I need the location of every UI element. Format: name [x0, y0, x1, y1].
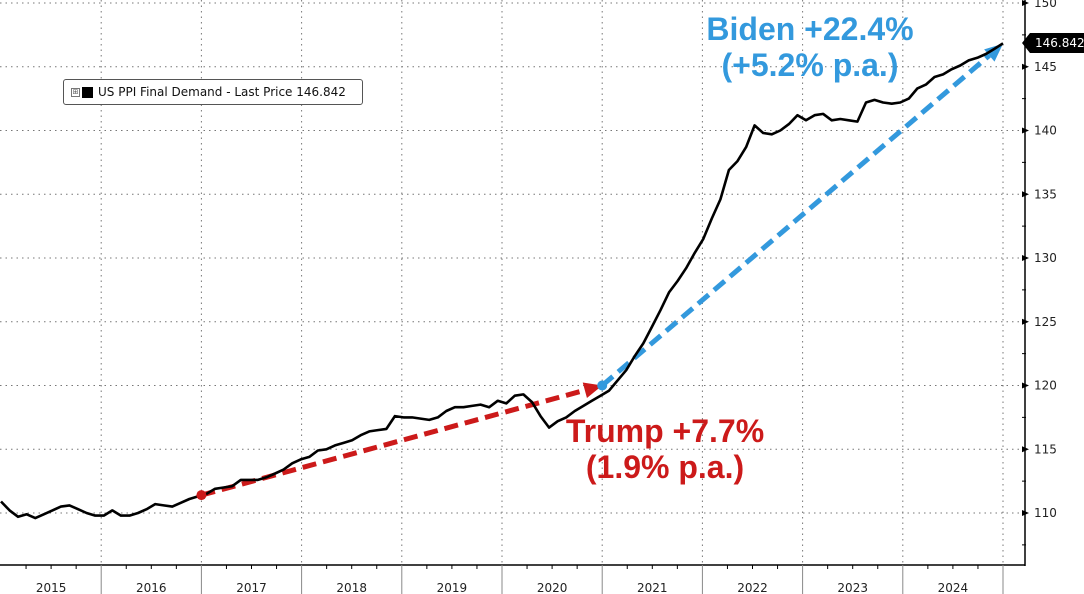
- y-tick-label: 125: [1034, 315, 1057, 329]
- y-tick-mark: [1022, 446, 1029, 453]
- trump-annotation-line2: (1.9% p.a.): [585, 448, 745, 485]
- y-tick-mark: [1022, 255, 1029, 261]
- x-tick-label: 2019: [437, 581, 468, 594]
- biden-annotation-line2: (+5.2% p.a.): [721, 46, 899, 83]
- x-tick-label: 2022: [737, 581, 768, 594]
- axes: [0, 0, 1026, 566]
- x-tick-label: 2021: [637, 581, 668, 594]
- y-tick-mark: [1022, 318, 1029, 325]
- y-tick-label: 150: [1034, 0, 1057, 10]
- legend-swatch: [82, 86, 93, 98]
- x-tick-label: 2017: [236, 581, 267, 594]
- legend-expand-icon[interactable]: ⊞: [71, 87, 80, 97]
- y-tick-mark: [1022, 510, 1029, 516]
- ppi-series-line: [0, 42, 1004, 520]
- y-tick-label: 115: [1034, 442, 1057, 456]
- x-tick-label: 2018: [336, 581, 367, 594]
- annotation-markers: [196, 380, 608, 501]
- x-ticks: 2015 2016 2017 2018 2019 2020 2021 2022 2023 2024: [25, 565, 1004, 594]
- biden-start-marker: [597, 380, 608, 391]
- x-tick-label: 2020: [537, 581, 568, 594]
- biden-annotation-line1: Biden +22.4%: [706, 11, 914, 47]
- legend: ⊞ US PPI Final Demand - Last Price 146.8…: [63, 79, 363, 105]
- x-tick-label: 2024: [938, 581, 969, 594]
- y-tick-mark: [1022, 63, 1029, 70]
- y-tick-label: 130: [1034, 251, 1057, 265]
- last-price-tag: 146.842: [1022, 33, 1084, 53]
- trump-start-marker: [196, 490, 207, 501]
- legend-label: US PPI Final Demand - Last Price 146.842: [98, 85, 346, 99]
- biden-arrow-line: [600, 53, 991, 388]
- trump-annotation-line1: Trump +7.7%: [565, 413, 765, 449]
- x-tick-label: 2015: [36, 581, 67, 594]
- y-tick-label: 140: [1034, 124, 1057, 138]
- x-tick-label: 2016: [136, 581, 167, 594]
- y-tick-label: 120: [1034, 379, 1057, 393]
- y-tick-mark: [1022, 0, 1029, 6]
- y-ticks: 110 115 120 125 130 135 140 145 150: [1022, 0, 1057, 546]
- y-tick-mark: [1022, 127, 1029, 134]
- y-tick-mark: [1022, 191, 1029, 198]
- y-tick-label: 145: [1034, 60, 1057, 74]
- biden-arrow-head: [984, 43, 1003, 62]
- y-tick-mark: [1022, 382, 1029, 389]
- y-tick-label: 135: [1034, 187, 1057, 201]
- biden-annotation: Biden +22.4% (+5.2% p.a.): [690, 11, 930, 84]
- trump-annotation: Trump +7.7% (1.9% p.a.): [545, 413, 785, 486]
- y-tick-label: 110: [1034, 506, 1057, 520]
- x-tick-label: 2023: [837, 581, 868, 594]
